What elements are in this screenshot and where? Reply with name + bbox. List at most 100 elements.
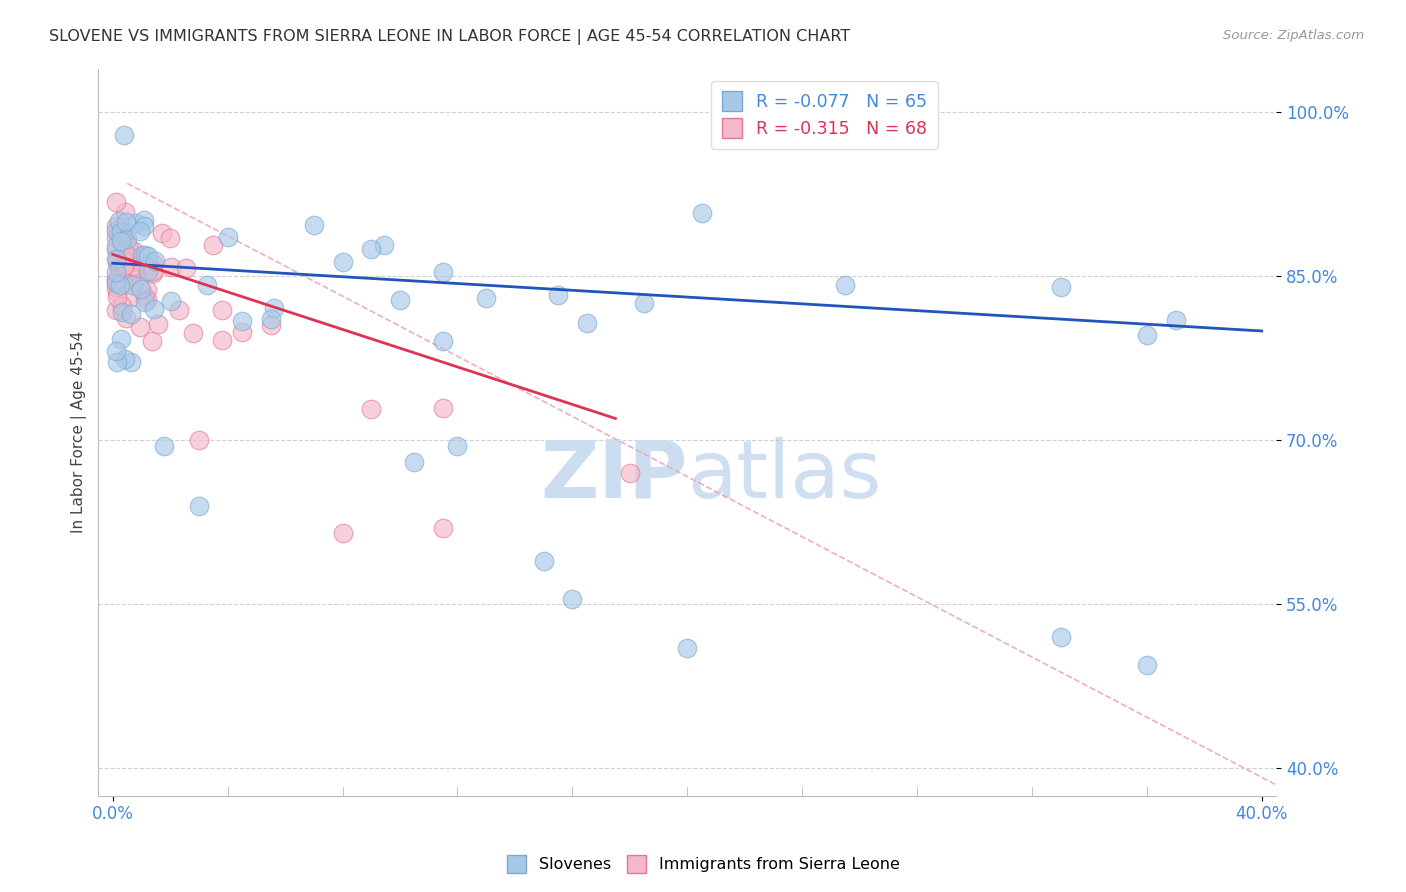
- Point: [114, 310, 136, 325]
- Point: [107, 226, 129, 240]
- Point: [167, 303, 190, 318]
- Point: [111, 231, 134, 245]
- Point: [263, 301, 285, 315]
- Point: [134, 295, 156, 310]
- Point: [110, 226, 132, 240]
- Point: [231, 326, 253, 340]
- Point: [231, 313, 253, 327]
- Point: [105, 256, 128, 270]
- Point: [432, 401, 454, 415]
- Point: [160, 260, 183, 274]
- Point: [104, 252, 127, 267]
- Point: [108, 264, 131, 278]
- Point: [432, 265, 454, 279]
- Point: [105, 252, 128, 266]
- Point: [734, 100, 756, 114]
- Point: [332, 254, 354, 268]
- Point: [110, 332, 132, 346]
- Point: [195, 277, 218, 292]
- Y-axis label: In Labor Force | Age 45-54: In Labor Force | Age 45-54: [72, 331, 87, 533]
- Point: [122, 252, 145, 266]
- Point: [1164, 313, 1187, 327]
- Point: [136, 283, 159, 297]
- Point: [114, 128, 136, 142]
- Point: [124, 253, 146, 268]
- Point: [110, 277, 132, 292]
- Point: [110, 234, 132, 248]
- Point: [432, 334, 454, 348]
- Point: [129, 282, 152, 296]
- Point: [446, 439, 468, 453]
- Point: [475, 291, 498, 305]
- Text: Source: ZipAtlas.com: Source: ZipAtlas.com: [1223, 29, 1364, 42]
- Point: [104, 243, 127, 257]
- Point: [117, 253, 139, 268]
- Point: [108, 260, 131, 275]
- Point: [533, 554, 555, 568]
- Point: [1136, 657, 1159, 672]
- Point: [187, 434, 209, 448]
- Point: [360, 401, 382, 416]
- Point: [112, 234, 135, 248]
- Point: [104, 274, 127, 288]
- Point: [217, 230, 239, 244]
- Text: SLOVENE VS IMMIGRANTS FROM SIERRA LEONE IN LABOR FORCE | AGE 45-54 CORRELATION C: SLOVENE VS IMMIGRANTS FROM SIERRA LEONE …: [49, 29, 851, 45]
- Point: [547, 288, 569, 302]
- Point: [134, 248, 156, 262]
- Point: [1049, 630, 1071, 644]
- Point: [129, 319, 152, 334]
- Legend: Slovenes, Immigrants from Sierra Leone: Slovenes, Immigrants from Sierra Leone: [501, 848, 905, 880]
- Point: [134, 212, 156, 227]
- Point: [142, 257, 165, 271]
- Point: [432, 521, 454, 535]
- Point: [120, 268, 142, 283]
- Point: [128, 224, 150, 238]
- Point: [117, 239, 139, 253]
- Point: [124, 244, 146, 259]
- Point: [111, 304, 134, 318]
- Point: [690, 206, 713, 220]
- Point: [110, 219, 132, 234]
- Point: [111, 300, 134, 314]
- Point: [135, 293, 157, 308]
- Point: [125, 216, 148, 230]
- Point: [104, 343, 127, 358]
- Point: [1049, 280, 1071, 294]
- Point: [112, 253, 135, 268]
- Point: [112, 240, 135, 254]
- Point: [202, 238, 225, 252]
- Point: [104, 231, 127, 245]
- Point: [104, 219, 127, 233]
- Point: [360, 242, 382, 256]
- Point: [174, 261, 197, 276]
- Point: [143, 301, 166, 316]
- Point: [138, 264, 160, 278]
- Point: [104, 272, 127, 286]
- Point: [141, 334, 163, 348]
- Point: [633, 295, 655, 310]
- Point: [388, 293, 411, 307]
- Point: [676, 641, 699, 656]
- Point: [143, 254, 166, 268]
- Point: [142, 266, 165, 280]
- Text: atlas: atlas: [688, 437, 882, 515]
- Point: [112, 260, 135, 275]
- Point: [404, 455, 426, 469]
- Point: [181, 326, 204, 340]
- Point: [112, 276, 135, 290]
- Point: [104, 239, 127, 253]
- Point: [104, 279, 127, 293]
- Point: [114, 259, 136, 273]
- Point: [104, 224, 127, 238]
- Point: [260, 318, 283, 333]
- Point: [105, 285, 128, 300]
- Point: [115, 255, 138, 269]
- Point: [211, 333, 233, 347]
- Point: [104, 194, 127, 209]
- Point: [108, 214, 131, 228]
- Point: [575, 316, 598, 330]
- Point: [122, 259, 145, 273]
- Text: ZIP: ZIP: [540, 437, 688, 515]
- Point: [148, 318, 170, 332]
- Point: [260, 312, 283, 326]
